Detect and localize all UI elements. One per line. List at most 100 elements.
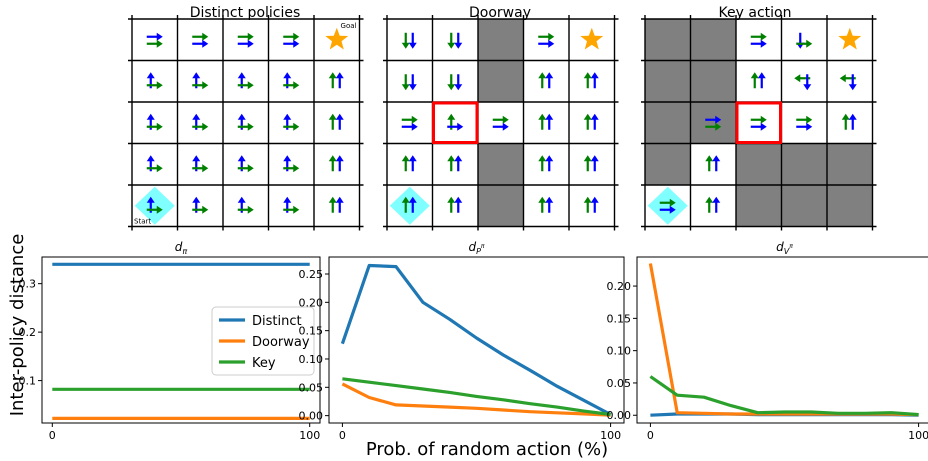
wall-cell	[781, 185, 827, 227]
x-tick-label: 100	[908, 429, 928, 442]
cell-2-3-right-arrow-icon-0-head	[806, 115, 813, 124]
cell-1-1-down-arrow-icon-0-head	[447, 84, 456, 91]
cell-3-3-right-arrow-icon-1-head	[293, 164, 300, 173]
cell-0-0-down-arrow-icon-0-head	[401, 42, 410, 49]
cell-3-1-up-arrow-icon-0-head	[447, 155, 456, 162]
cell-2-0-right-arrow-icon-1-head	[411, 122, 418, 131]
cell-4-1-up-arrow-icon-1-head	[712, 196, 721, 203]
wall-cell	[645, 60, 691, 102]
wall-cell	[736, 143, 782, 185]
y-tick-label: 0.20	[299, 296, 324, 309]
door-highlight	[432, 101, 479, 144]
cell-1-3-up-arrow-icon-0-head	[283, 72, 292, 79]
start-diamond-icon	[389, 186, 430, 225]
cell-3-1-up-arrow-icon-1-head	[712, 155, 721, 162]
cell-0-3-right-arrow-icon-1-head	[806, 39, 813, 48]
cell-0-2-right-arrow-icon-1-head	[247, 39, 254, 48]
cell-4-0-up-arrow-icon-1-head	[408, 196, 417, 203]
wall-cell	[690, 19, 736, 61]
wall-cell	[645, 143, 691, 185]
chart-row: dπ 0.1 0.2 0.3 0 100 Distinct Doorway Key dPπ 0.00…	[19, 240, 928, 442]
cell-2-4-up-arrow-icon-0-head	[328, 113, 337, 120]
cell-2-1-up-arrow-icon-0-head	[192, 113, 201, 120]
start-diamond-icon	[647, 186, 688, 225]
cell-4-4-up-arrow-icon-1-head	[590, 196, 599, 203]
y-tick-label: 0.1	[19, 375, 37, 388]
cell-1-2-right-arrow-icon-1-head	[247, 81, 254, 90]
x-tick-label: 100	[299, 429, 320, 442]
cell-1-4-up-arrow-icon-0-head	[583, 72, 592, 79]
cell-4-0-right-arrow-icon-0-head	[669, 198, 676, 207]
cell-2-2-right-arrow-icon-0-head	[502, 115, 509, 124]
cell-1-3-up-arrow-icon-1-head	[545, 72, 554, 79]
cell-2-2-up-arrow-icon-0-head	[237, 113, 246, 120]
cell-0-3-right-arrow-icon-1-head	[548, 39, 555, 48]
legend-label: Key	[252, 356, 276, 371]
wall-cell	[827, 185, 873, 227]
cell-4-2-right-arrow-icon-1-head	[247, 205, 254, 214]
cell-1-1-right-arrow-icon-1-head	[202, 81, 209, 90]
series-line-key	[649, 375, 919, 417]
cell-3-1-up-arrow-icon-0-head	[705, 155, 714, 162]
cell-2-3-up-arrow-icon-0-head	[283, 113, 292, 120]
y-tick-label: 0.2	[19, 326, 37, 339]
y-tick-label: 0.05	[607, 377, 632, 390]
cell-3-0-up-arrow-icon-0-head	[146, 155, 155, 162]
cell-0-4-goal-star-icon	[580, 27, 604, 50]
cell-1-2-up-arrow-icon-0-head	[750, 72, 759, 79]
cell-1-4-up-arrow-icon-1-head	[335, 72, 344, 79]
cell-3-3-up-arrow-icon-1-head	[545, 155, 554, 162]
cell-3-0-up-arrow-icon-0-head	[401, 155, 410, 162]
cell-4-0-right-arrow-icon-1-head	[156, 205, 163, 214]
x-tick-label: 0	[49, 429, 56, 442]
cell-2-3-right-arrow-icon-1-head	[293, 122, 300, 131]
cell-4-1-up-arrow-icon-0-head	[705, 196, 714, 203]
cell-0-0-down-arrow-icon-1-head	[408, 42, 417, 49]
cell-1-3-right-arrow-icon-1-head	[293, 81, 300, 90]
chart-title: dπ	[175, 240, 188, 256]
cell-1-0-right-arrow-icon-1-head	[156, 81, 163, 90]
cell-2-1-right-arrow-icon-1-head	[715, 122, 722, 131]
cell-1-1-down-arrow-icon-1-head	[454, 84, 463, 91]
series-line-doorway	[648, 263, 919, 417]
wall-cell	[645, 102, 691, 144]
line-chart-2: dVπ 0.00 0.05 0.10 0.15 0.20 0 100	[607, 240, 928, 442]
cell-4-0-up-arrow-icon-0-head	[146, 196, 155, 203]
cell-2-0-right-arrow-icon-0-head	[411, 115, 418, 124]
x-tick-label: 100	[600, 429, 621, 442]
goal-label: Goal	[341, 22, 357, 30]
cell-0-2-right-arrow-icon-0-head	[760, 32, 767, 41]
plot-frame	[41, 256, 321, 424]
cell-4-1-up-arrow-icon-0-head	[192, 196, 201, 203]
series-line-doorway	[341, 382, 611, 417]
wall-cell	[478, 19, 524, 61]
cell-2-2-right-arrow-icon-1-head	[760, 122, 767, 131]
y-tick-label: 0.10	[299, 353, 324, 366]
cell-3-2-right-arrow-icon-1-head	[247, 164, 254, 173]
cell-1-3-down-arrow-icon-1-head	[803, 84, 812, 91]
cell-0-2-right-arrow-icon-1-head	[760, 39, 767, 48]
y-tick-label: 0.25	[299, 268, 324, 281]
line-chart-1: dPπ 0.00 0.05 0.10 0.15 0.20 0.25 0 100	[299, 240, 625, 442]
wall-cell	[781, 143, 827, 185]
y-tick-label: 0.15	[299, 325, 324, 338]
legend-label: Doorway	[252, 335, 310, 350]
cell-0-4-goal-star-icon	[325, 27, 349, 50]
plot-frame	[328, 256, 625, 424]
y-tick-label: 0.00	[299, 410, 324, 423]
grid-title-doorway: Doorway	[469, 5, 531, 21]
grid-title-key: Key action	[719, 5, 792, 21]
cell-3-1-up-arrow-icon-0-head	[192, 155, 201, 162]
cell-2-2-right-arrow-icon-0-head	[760, 115, 767, 124]
cell-3-4-up-arrow-icon-0-head	[328, 155, 337, 162]
cell-3-3-up-arrow-icon-0-head	[538, 155, 547, 162]
series-line-key	[342, 377, 611, 417]
cell-1-4-down-arrow-icon-1-head	[848, 84, 857, 91]
gridworld-1	[383, 15, 619, 231]
cell-1-0-down-arrow-icon-0-head	[401, 84, 410, 91]
chart-title: dVπ	[776, 240, 793, 256]
x-tick-label: 0	[647, 429, 654, 442]
cell-1-4-left-arrow-icon-0-head	[839, 74, 846, 83]
cell-2-3-up-arrow-icon-0-head	[538, 113, 547, 120]
